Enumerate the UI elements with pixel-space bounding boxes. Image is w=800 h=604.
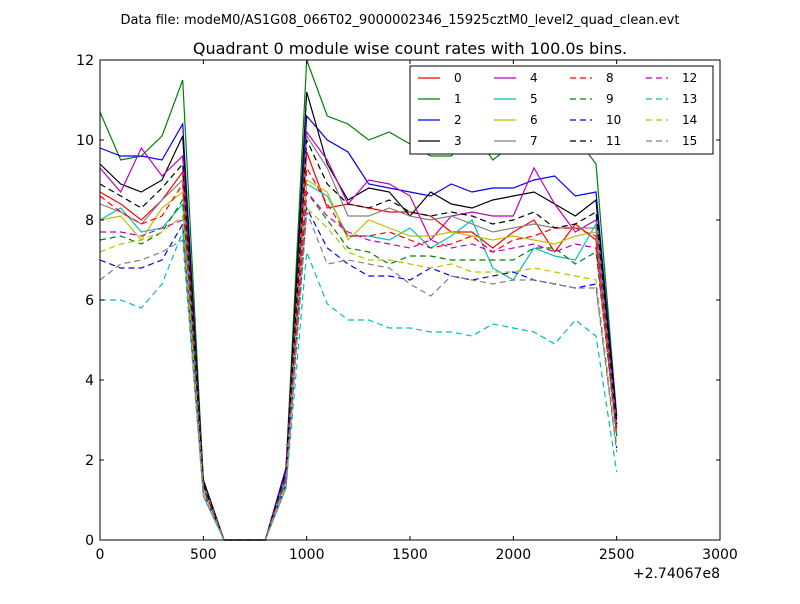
series-line-14 xyxy=(99,206,618,541)
legend-label-3: 3 xyxy=(454,134,462,148)
legend-box xyxy=(409,65,714,155)
series-line-12 xyxy=(100,190,618,541)
legend-label-9: 9 xyxy=(606,92,614,106)
series-line-7 xyxy=(99,134,618,541)
legend-label-1: 1 xyxy=(454,92,462,106)
x-tick-label: 3000 xyxy=(702,547,738,563)
y-tick-label: 8 xyxy=(85,213,94,229)
series-line-5 xyxy=(99,182,618,541)
legend-label-6: 6 xyxy=(530,113,538,127)
series-line-3 xyxy=(99,91,618,541)
series-line-13 xyxy=(100,231,618,541)
y-tick-label: 4 xyxy=(85,373,94,389)
y-tick-label: 0 xyxy=(85,533,94,549)
legend-label-7: 7 xyxy=(530,134,538,148)
series-line-8 xyxy=(99,165,618,541)
series-line-4 xyxy=(99,130,618,541)
y-tick-label: 10 xyxy=(76,133,94,149)
x-tick-label: 2000 xyxy=(496,547,532,563)
legend-label-0: 0 xyxy=(454,71,462,85)
legend-label-11: 11 xyxy=(606,134,621,148)
legend-label-10: 10 xyxy=(606,113,621,127)
x-tick-label: 1000 xyxy=(289,547,325,563)
y-tick-label: 12 xyxy=(76,53,94,69)
chart-suptitle: Data file: modeM0/AS1G08_066T02_90000023… xyxy=(121,13,680,28)
x-tick-label: 500 xyxy=(190,547,217,563)
x-tick-label: 1500 xyxy=(392,547,428,563)
legend-label-13: 13 xyxy=(682,92,697,106)
legend-label-4: 4 xyxy=(530,71,538,85)
legend-label-5: 5 xyxy=(530,92,538,106)
y-tick-label: 2 xyxy=(85,453,94,469)
series-line-9 xyxy=(99,190,618,541)
x-axis-offset-label: +2.74067e8 xyxy=(633,566,720,582)
series-line-6 xyxy=(99,178,618,541)
x-tick-label: 2500 xyxy=(599,547,635,563)
chart-title: Quadrant 0 module wise count rates with … xyxy=(193,39,627,58)
y-tick-label: 6 xyxy=(85,293,94,309)
legend-label-14: 14 xyxy=(682,113,697,127)
legend-label-15: 15 xyxy=(682,134,697,148)
series-line-15 xyxy=(99,211,618,541)
series-line-10 xyxy=(99,205,618,541)
series-layer xyxy=(99,59,618,541)
legend-label-2: 2 xyxy=(454,113,462,127)
series-line-11 xyxy=(99,139,618,541)
legend-label-8: 8 xyxy=(606,71,614,85)
x-tick-label: 0 xyxy=(96,547,105,563)
legend-label-12: 12 xyxy=(682,71,697,85)
